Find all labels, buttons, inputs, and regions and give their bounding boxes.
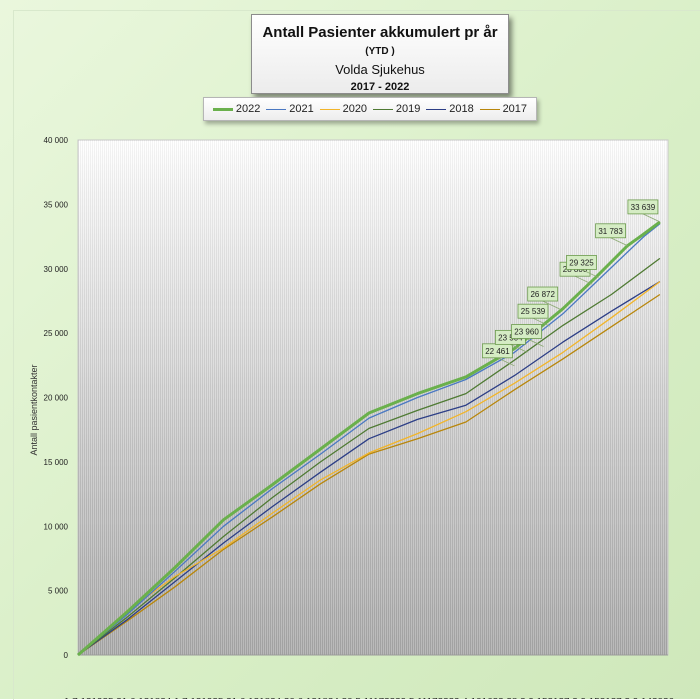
x-axis: 1 7 131925 31 6 121824 1 7 131925 21 6 1… [64, 654, 674, 699]
data-label: 23 504 [498, 333, 523, 342]
legend-item-2022: 2022 [212, 103, 261, 115]
series-line-2021 [77, 223, 661, 656]
x-tick-labels: 1 7 131925 31 6 121824 1 7 131925 21 6 1… [64, 696, 674, 699]
data-label-leader [642, 213, 661, 223]
legend-swatch [479, 108, 500, 110]
chart-title-box: Antall Pasienter akkumulert pr år (YTD )… [251, 14, 509, 94]
data-label-leader [574, 275, 593, 285]
data-label: 33 639 [631, 203, 656, 212]
legend-label: 2019 [395, 103, 421, 115]
data-label-leader [497, 357, 515, 367]
legend-swatch [319, 108, 340, 110]
data-label: 25 539 [521, 307, 546, 316]
series-line-2020 [77, 281, 661, 656]
chart-title: Antall Pasienter akkumulert pr år (YTD ) [252, 24, 508, 58]
legend-swatch [372, 108, 393, 110]
series-layer [77, 220, 661, 657]
y-axis: 0 5 000 10 000 15 000 20 000 25 000 30 000 35 0… [44, 136, 69, 660]
data-label-leader [532, 317, 551, 327]
data-label: 26 872 [530, 290, 555, 299]
legend-label: 2018 [449, 103, 474, 115]
y-tick-label: 15 000 [44, 458, 69, 467]
y-axis-label: Antall pasientkontakter [29, 364, 39, 455]
legend-swatch [266, 108, 287, 110]
y-tick-label: 20 000 [44, 394, 69, 403]
legend: 2022 2021 2020 2019 2018 2017 [203, 97, 537, 121]
series-line-2022 [77, 220, 661, 657]
data-label-leader [510, 344, 528, 353]
data-label-leader [610, 237, 628, 247]
series-line-2019 [77, 257, 661, 656]
plot-frame [13, 10, 700, 700]
legend-label: 2020 [342, 103, 368, 115]
chart-year-range: 2017 - 2022 [350, 81, 410, 93]
data-label: 22 461 [485, 347, 510, 356]
data-label-box [566, 255, 597, 270]
legend-item-2018: 2018 [426, 103, 474, 115]
y-tick-label: 10 000 [44, 522, 69, 531]
plot-stripes [78, 140, 668, 655]
legend-label: 2021 [289, 103, 314, 115]
legend-item-2021: 2021 [266, 103, 314, 115]
chart-title-text: Antall Pasienter akkumulert pr år [262, 24, 498, 41]
chart-title-suffix: (YTD ) [365, 46, 395, 57]
legend-item-2020: 2020 [319, 103, 368, 115]
chart-subtitle: Volda Sjukehus [335, 62, 425, 77]
data-label-leader [542, 300, 560, 310]
data-label-box [595, 223, 626, 239]
data-label: 23 960 [514, 328, 539, 337]
legend-swatch [426, 108, 447, 110]
data-label-box [627, 199, 659, 215]
legend-item-2017: 2017 [479, 103, 528, 115]
y-tick-label: 30 000 [44, 265, 69, 274]
y-tick-label: 35 000 [44, 200, 69, 209]
y-tick-label: 40 000 [44, 136, 69, 145]
legend-swatch [212, 107, 233, 111]
y-tick-label: 25 000 [44, 329, 69, 338]
plot-area [77, 139, 669, 656]
data-label-leader [526, 338, 544, 347]
legend-label: 2017 [502, 103, 528, 115]
data-label: 29 325 [569, 258, 594, 267]
legend-label: 2022 [235, 103, 261, 115]
y-tick-label: 5 000 [48, 587, 69, 596]
data-label: 31 783 [598, 227, 623, 236]
data-label-box [527, 286, 559, 302]
data-label-box [517, 303, 549, 319]
data-label-leader [581, 269, 599, 278]
series-line-2017 [77, 293, 661, 656]
y-tick-label: 0 [64, 651, 69, 660]
legend-item-2019: 2019 [372, 103, 421, 115]
series-line-2018 [77, 281, 661, 656]
data-label-box [511, 324, 542, 339]
